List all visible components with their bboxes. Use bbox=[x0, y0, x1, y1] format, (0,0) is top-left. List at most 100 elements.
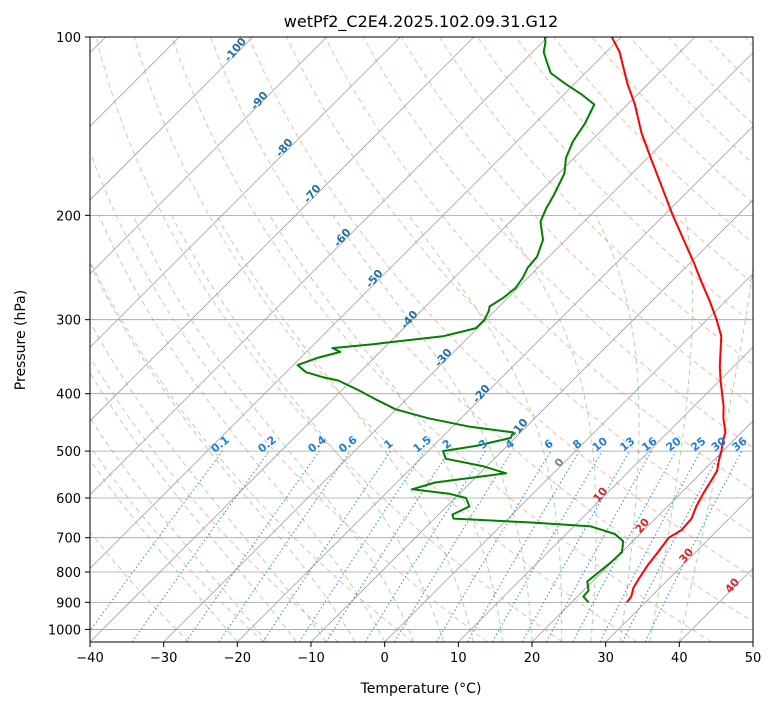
mixing-ratio-line bbox=[393, 450, 513, 642]
isotherm-line bbox=[679, 567, 753, 642]
x-tick-label: 50 bbox=[745, 651, 762, 666]
moist-adiabat-line bbox=[98, 215, 386, 642]
plot-frame bbox=[89, 36, 754, 643]
series-layer bbox=[296, 37, 727, 603]
mixing-ratio-label: 3 bbox=[476, 437, 490, 452]
mixing-ratio-label: 0.4 bbox=[305, 433, 329, 455]
mixing-ratio-line bbox=[467, 450, 580, 642]
dry-adiabat-line bbox=[438, 37, 753, 366]
dry-adiabat-line bbox=[286, 37, 753, 534]
moist-adiabat-line bbox=[171, 215, 445, 642]
y-tick-label: 700 bbox=[56, 532, 81, 547]
y-tick-label: 100 bbox=[56, 31, 81, 46]
dry-adiabat-line bbox=[90, 150, 488, 642]
isotherm-label: 40 bbox=[722, 575, 742, 595]
moist-adiabat-line bbox=[595, 215, 640, 642]
isotherm-label: 20 bbox=[632, 515, 652, 535]
isotherm-line bbox=[752, 641, 753, 642]
moist-adiabat-line bbox=[678, 263, 753, 642]
isotherm-label: -90 bbox=[248, 89, 271, 113]
isotherm-line bbox=[90, 37, 696, 642]
y-tick-label: 500 bbox=[56, 445, 81, 460]
isotherm-label: -40 bbox=[398, 308, 421, 332]
line-labels: 0.1 0.2 0.4 0.6 1 1.5 2 3 4 6 8 10 13 16 20 25 30 36-100-… bbox=[209, 35, 750, 596]
dewpoint-profile bbox=[296, 37, 625, 603]
isotherm-label: -30 bbox=[432, 346, 455, 370]
isotherm-line bbox=[458, 346, 753, 642]
y-tick-label: 900 bbox=[56, 596, 81, 611]
isotherm-label: -80 bbox=[273, 136, 296, 160]
moist-adiabat-line bbox=[132, 215, 415, 642]
moist-adiabat-line bbox=[498, 215, 597, 642]
x-tick-label: 40 bbox=[671, 651, 688, 666]
isotherm-line bbox=[310, 199, 753, 642]
x-tick-label: 10 bbox=[450, 651, 467, 666]
isotherm-label: -20 bbox=[470, 382, 493, 406]
y-tick-label: 1000 bbox=[48, 623, 81, 638]
isotherm-line bbox=[384, 273, 753, 642]
dry-adiabat-line bbox=[248, 37, 753, 578]
moist-adiabat-line bbox=[216, 215, 474, 642]
isotherm-line bbox=[90, 37, 622, 569]
x-tick-label: −30 bbox=[150, 651, 177, 666]
moist-adiabat-line bbox=[332, 215, 533, 642]
y-axis-label: Pressure (hPa) bbox=[13, 290, 29, 390]
dry-adiabat-line bbox=[95, 37, 563, 642]
x-tick-label: −20 bbox=[224, 651, 251, 666]
moist-adiabat-line bbox=[90, 262, 356, 642]
isotherm-line bbox=[90, 37, 401, 348]
isotherm-label: 10 bbox=[590, 484, 610, 504]
isotherm-label: -50 bbox=[363, 267, 386, 291]
dry-adiabat-line bbox=[744, 37, 753, 47]
isotherm-line bbox=[163, 52, 753, 642]
moist-adiabat-line bbox=[90, 371, 297, 642]
isotherm-label: -60 bbox=[331, 226, 354, 250]
grid-layer bbox=[90, 37, 753, 642]
moist-adiabat-line bbox=[90, 417, 268, 642]
x-tick-label: 30 bbox=[597, 651, 614, 666]
isotherm-line bbox=[605, 494, 753, 642]
y-tick-label: 600 bbox=[56, 492, 81, 507]
mixing-ratio-label: 6 bbox=[542, 437, 556, 452]
mixing-ratio-line bbox=[325, 450, 450, 642]
mixing-ratio-label: 1.5 bbox=[411, 433, 434, 455]
x-tick-label: 0 bbox=[381, 651, 389, 666]
y-tick-label: 200 bbox=[56, 209, 81, 224]
dry-adiabat-line bbox=[90, 445, 264, 642]
moist-adiabat-line bbox=[90, 459, 238, 642]
mixing-ratio-label: 0.2 bbox=[255, 433, 278, 455]
isotherm-label: -100 bbox=[221, 35, 249, 65]
x-axis-label: Temperature (°C) bbox=[360, 681, 482, 697]
isotherm-line bbox=[90, 37, 548, 496]
dry-adiabat-line bbox=[210, 37, 753, 623]
dry-adiabat-line bbox=[90, 356, 339, 642]
moist-adiabat-line bbox=[90, 321, 327, 642]
y-tick-label: 400 bbox=[56, 388, 81, 403]
chart-title: wetPf2_C2E4.2025.102.09.31.G12 bbox=[284, 12, 558, 32]
mixing-ratio-line bbox=[90, 450, 223, 632]
dry-adiabat-line bbox=[171, 37, 712, 642]
y-tick-label: 800 bbox=[56, 566, 81, 581]
mixing-ratio-line bbox=[644, 450, 743, 642]
moist-adiabat-line bbox=[408, 215, 563, 642]
isotherm-line bbox=[90, 37, 475, 422]
isotherm-label: 0 bbox=[552, 455, 567, 469]
mixing-ratio-line bbox=[262, 450, 392, 642]
dry-adiabat-line bbox=[706, 37, 753, 86]
isotherm-label: -70 bbox=[301, 182, 324, 206]
isotherm-label: 30 bbox=[676, 545, 696, 565]
isotherm-line bbox=[531, 420, 753, 642]
temperature-profile bbox=[610, 37, 727, 603]
mixing-ratio-line bbox=[545, 450, 653, 642]
mixing-ratio-line bbox=[185, 450, 320, 642]
y-tick-label: 300 bbox=[56, 314, 81, 329]
mixing-ratio-line bbox=[218, 450, 351, 642]
mixing-ratio-label: 0.1 bbox=[209, 433, 232, 455]
mixing-ratio-line bbox=[521, 450, 630, 642]
mixing-ratio-label: 0.6 bbox=[336, 433, 360, 455]
axes: −40 −30 −20 −10 0 10 20 30 40 5010020030040050060… bbox=[48, 31, 761, 666]
x-tick-label: −10 bbox=[297, 651, 324, 666]
mixing-ratio-line bbox=[572, 450, 677, 642]
dry-adiabat-line bbox=[515, 37, 753, 284]
